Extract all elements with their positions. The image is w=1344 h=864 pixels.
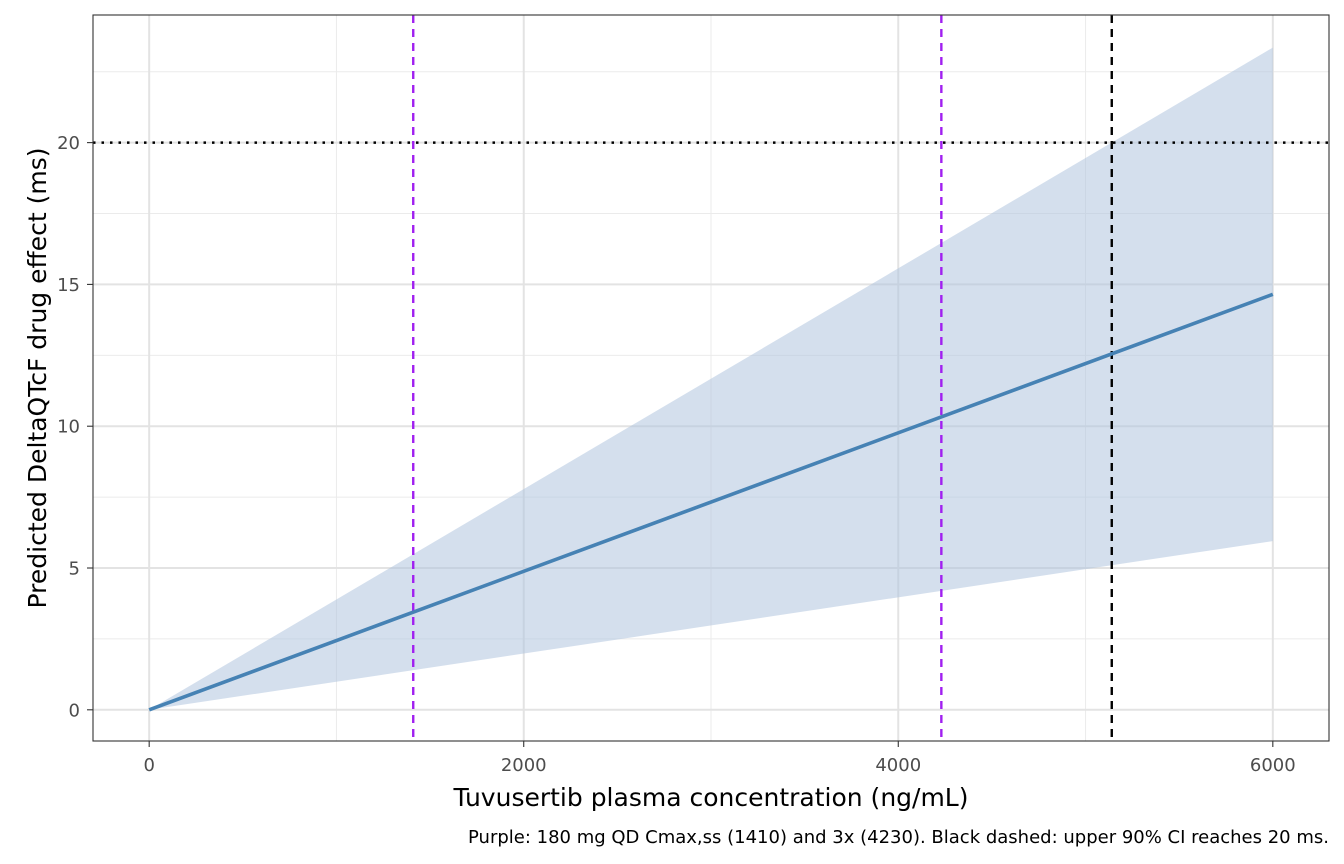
x-axis: 0 2000 4000 6000 xyxy=(143,741,1296,776)
y-tick-label: 0 xyxy=(69,700,80,721)
y-axis-title: Predicted DeltaQTcF drug effect (ms) xyxy=(23,148,52,609)
y-tick-label: 15 xyxy=(57,275,80,296)
plot-area xyxy=(93,15,1329,741)
x-tick-label: 6000 xyxy=(1250,755,1296,776)
confidence-ribbon xyxy=(149,47,1273,710)
y-axis: 0 5 10 15 20 xyxy=(57,133,93,721)
y-tick-label: 20 xyxy=(57,133,80,154)
x-tick-label: 0 xyxy=(143,755,154,776)
predicted-effect-line xyxy=(148,292,1274,712)
panel-border xyxy=(92,14,1330,742)
chart-caption: Purple: 180 mg QD Cmax,ss (1410) and 3x … xyxy=(468,827,1329,848)
y-tick-label: 5 xyxy=(69,559,80,580)
x-axis-title: Tuvusertib plasma concentration (ng/mL) xyxy=(452,783,968,812)
x-tick-label: 2000 xyxy=(501,755,547,776)
x-tick-label: 4000 xyxy=(875,755,921,776)
y-tick-label: 10 xyxy=(57,417,80,438)
